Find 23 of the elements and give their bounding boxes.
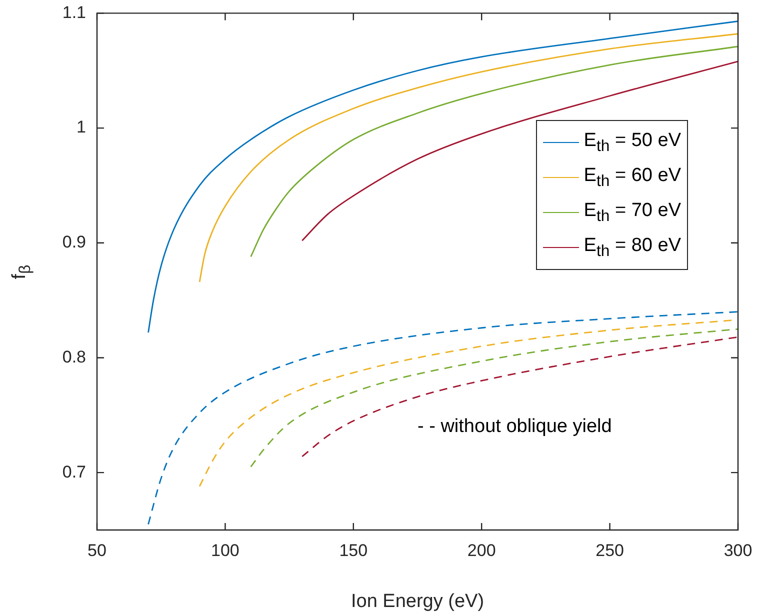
- line-series: [301, 336, 738, 458]
- y-tick-label: 1: [76, 118, 86, 137]
- line-series: [148, 20, 738, 334]
- line-series: [198, 33, 738, 283]
- line-series: [148, 311, 738, 525]
- annotation: - - without oblique yield: [418, 416, 612, 438]
- x-tick-label: 100: [211, 540, 240, 560]
- legend-label: E$_{th}$ = 70 eV: [584, 200, 681, 226]
- x-tick-label: 150: [339, 540, 368, 560]
- x-axis-title: Ion Energy (eV): [350, 590, 484, 612]
- legend-label: E$_{th}$ = 50 eV: [584, 130, 681, 156]
- x-tick-label: 300: [724, 540, 752, 560]
- line-series: [250, 328, 738, 468]
- x-tick-label: 250: [596, 540, 624, 560]
- x-tick-label: 200: [467, 540, 496, 560]
- x-tick-label: 50: [88, 540, 106, 560]
- y-tick-label: 0.7: [62, 462, 86, 482]
- legend-label: E$_{th}$ = 60 eV: [584, 164, 681, 191]
- legend-label: E$_{th}$ = 80 eV: [584, 234, 681, 261]
- y-tick-label: 0.8: [62, 347, 86, 366]
- line-series: [250, 46, 738, 258]
- y-tick-label: 1.1: [62, 2, 86, 22]
- y-tick-label: 0.9: [62, 232, 86, 252]
